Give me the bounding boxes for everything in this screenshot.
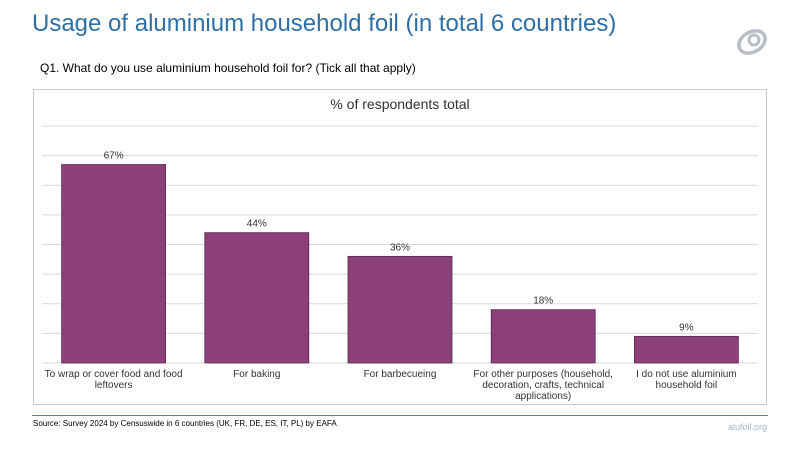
data-label: 36% [390,242,410,253]
bar-chart: % of respondents total 67% 44% 36% 18% 9% To… [42,96,758,402]
ring-swirl-icon [737,29,767,55]
bars [61,164,739,364]
page-title: Usage of aluminium household foil (in to… [32,10,617,37]
data-label: 67% [104,151,124,162]
footer-divider [32,415,768,416]
source-note: Source: Survey 2024 by Censuswide in 6 c… [33,419,337,428]
category-label: For other purposes (household, decoration… [473,369,613,402]
bar [347,255,453,364]
bar [634,335,739,364]
data-labels: 67% 44% 36% 18% 9% [104,151,694,334]
chart-frame: % of respondents total 67% 44% 36% 18% 9% To… [33,89,767,405]
bar [61,164,167,364]
bar [204,232,310,364]
data-label: 18% [533,296,553,307]
category-label: For baking [233,369,280,380]
data-label: 44% [247,219,267,230]
site-link[interactable]: alufoil.org [727,422,767,432]
category-labels: To wrap or cover food and food leftovers F… [45,369,737,402]
category-label: For barbecueing [364,369,437,380]
category-label: To wrap or cover food and food leftovers [45,369,183,391]
data-label: 9% [679,322,694,333]
category-label: I do not use aluminium household foil [636,369,737,391]
survey-question: Q1. What do you use aluminium household … [40,61,416,75]
chart-title: % of respondents total [330,96,469,112]
bar [490,309,596,364]
